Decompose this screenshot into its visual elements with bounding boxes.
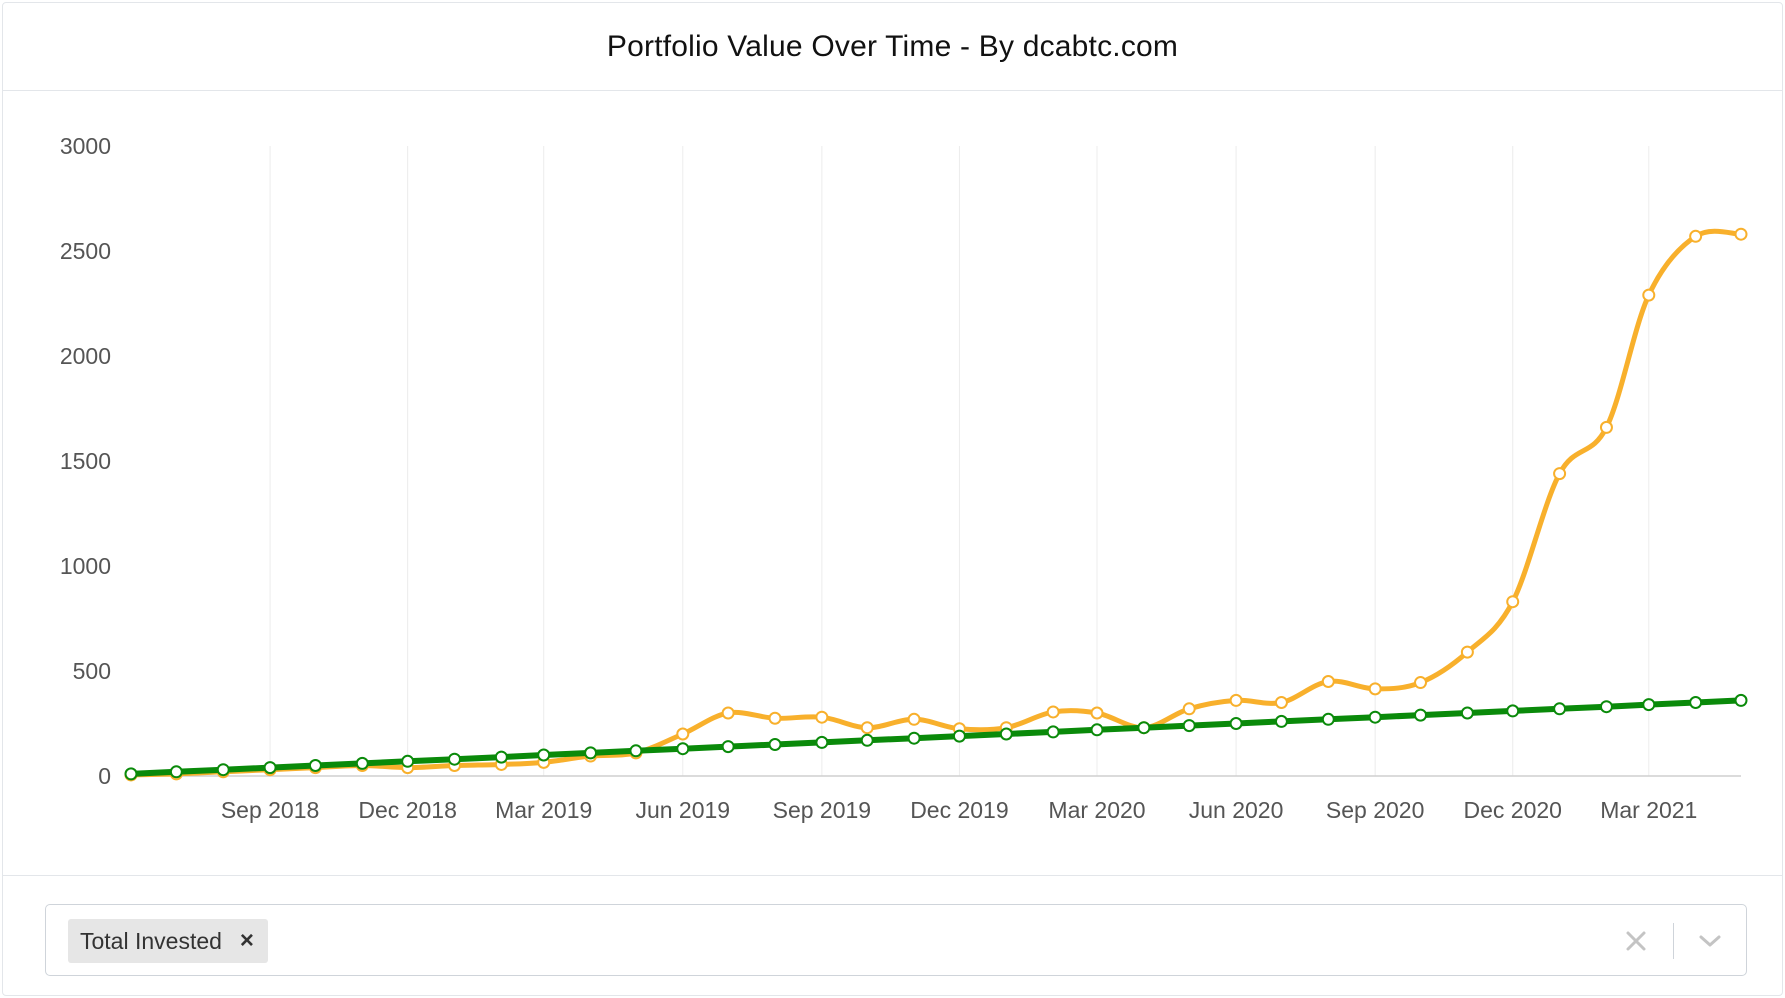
select-separator	[1673, 923, 1674, 959]
x-tick-label: Mar 2020	[1048, 797, 1145, 823]
series-1-point	[401, 754, 415, 768]
series-1-point	[768, 738, 782, 751]
series-0-point	[1642, 288, 1656, 302]
series-1-point	[1090, 723, 1104, 737]
series-0-point	[1689, 229, 1703, 243]
series-1-point	[1414, 708, 1428, 722]
series-1-point	[1182, 719, 1196, 733]
series-0-point	[1274, 696, 1288, 709]
series-0-point	[1229, 693, 1243, 707]
series-1-point	[1274, 714, 1288, 728]
x-tick-label: Dec 2019	[910, 797, 1008, 823]
series-0-point	[676, 727, 690, 741]
series-1-point	[721, 740, 735, 754]
chart-area: Sep 2018 Dec 2018 Mar 2019 Jun 2019 Sep 2019…	[3, 93, 1782, 873]
series-1-point	[308, 759, 322, 772]
series-1-point	[584, 746, 598, 760]
series-0-point	[1090, 706, 1104, 720]
x-tick-label: Mar 2021	[1600, 797, 1697, 823]
series-0-point	[1506, 595, 1520, 609]
series-0-point	[1182, 702, 1196, 716]
series-line-0	[128, 228, 1744, 778]
series-1-point	[1368, 710, 1382, 724]
series-0-point	[907, 712, 921, 726]
x-tick-label: Dec 2020	[1463, 797, 1561, 823]
x-tick-label: Sep 2020	[1326, 797, 1424, 823]
series-0-point	[1734, 227, 1748, 241]
series-1-point	[448, 752, 462, 766]
x-tick-label: Mar 2019	[495, 797, 592, 823]
series-1-point	[1689, 696, 1703, 709]
series-0-point	[721, 706, 735, 720]
x-tick-label: Dec 2018	[358, 797, 456, 823]
y-tick-label: 2500	[60, 238, 111, 264]
series-1-point	[216, 763, 230, 777]
series-1-point	[169, 765, 183, 779]
series-1-point	[355, 756, 369, 770]
series-1-point	[1046, 725, 1060, 739]
series-0-point	[1553, 467, 1567, 481]
series-1-point	[815, 735, 829, 749]
series-0-point	[1460, 645, 1474, 659]
y-tick-label: 500	[73, 658, 111, 684]
x-tick-label: Jun 2020	[1189, 797, 1284, 823]
y-tick-label: 1500	[60, 448, 111, 474]
series-1-point	[1321, 712, 1335, 726]
series-1-point	[1734, 693, 1748, 707]
chart-title: Portfolio Value Over Time - By dcabtc.co…	[606, 29, 1179, 63]
series-select[interactable]: Total Invested ×	[45, 904, 1747, 976]
series-1-point	[629, 744, 643, 758]
series-1-point	[494, 750, 508, 764]
series-0-point	[1321, 675, 1335, 688]
y-tick-label: 2000	[60, 343, 111, 369]
clear-icon[interactable]	[1616, 921, 1656, 961]
series-1-point	[952, 729, 966, 743]
series-0-point	[815, 710, 829, 724]
y-tick-label: 0	[98, 763, 111, 789]
series-1-point	[907, 731, 921, 745]
x-tick-label: Sep 2018	[221, 797, 319, 823]
close-icon[interactable]: ×	[239, 927, 254, 954]
series-1-point	[1137, 721, 1151, 735]
series-1-point	[1553, 702, 1567, 716]
chevron-down-icon[interactable]	[1690, 921, 1730, 961]
series-1-point	[1599, 700, 1613, 714]
series-0-point	[1414, 676, 1428, 690]
series-1-point	[1460, 706, 1474, 720]
series-0-point	[1599, 420, 1613, 434]
series-1-point	[1506, 704, 1520, 718]
series-0-point	[1368, 682, 1382, 696]
series-1-point	[860, 733, 874, 747]
series-1-point	[124, 767, 138, 781]
series-1-point	[1229, 717, 1243, 730]
y-tick-label: 3000	[60, 133, 111, 159]
series-1-point	[537, 748, 551, 762]
x-tick-label: Sep 2019	[773, 797, 871, 823]
y-tick-label: 1000	[60, 553, 111, 579]
series-line-1	[128, 697, 1744, 777]
x-tick-label: Jun 2019	[635, 797, 730, 823]
selected-chip-total-invested: Total Invested ×	[68, 919, 268, 963]
series-1-point	[263, 761, 277, 775]
series-1-point	[676, 742, 690, 756]
card-footer: Total Invested ×	[3, 875, 1782, 997]
series-0-point	[1046, 705, 1060, 719]
series-0-point	[768, 711, 782, 725]
chip-label: Total Invested	[80, 927, 222, 954]
series-0-point	[860, 721, 874, 735]
line-chart: Sep 2018 Dec 2018 Mar 2019 Jun 2019 Sep 2019…	[60, 133, 1748, 823]
series-1-point	[1642, 698, 1656, 712]
series-1-point	[999, 727, 1013, 741]
card-header: Portfolio Value Over Time - By dcabtc.co…	[3, 3, 1782, 91]
